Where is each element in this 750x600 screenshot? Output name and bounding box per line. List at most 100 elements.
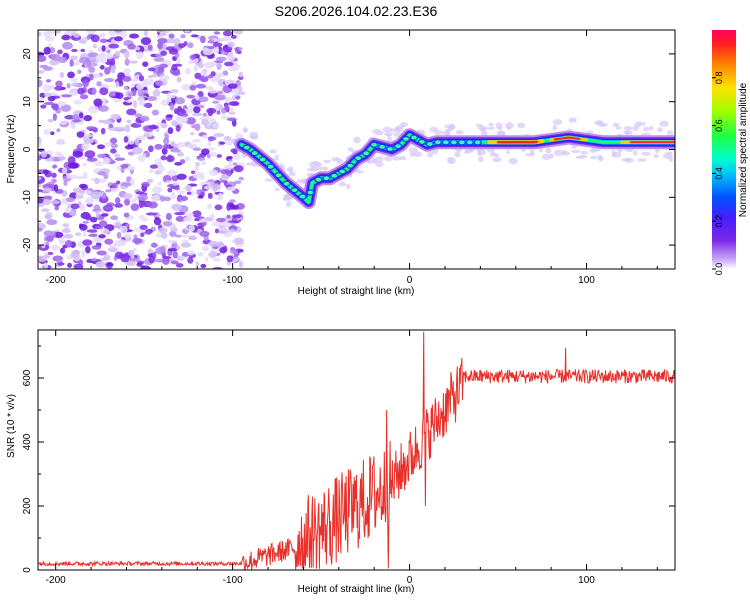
noise-blob	[98, 32, 106, 38]
ridge-blob	[449, 139, 458, 146]
noise-blob	[120, 163, 129, 169]
noise-blob	[140, 217, 149, 222]
noise-blob	[200, 263, 207, 269]
noise-blob	[95, 260, 106, 268]
noise-blob	[52, 113, 57, 121]
noise-blob	[193, 106, 201, 114]
noise-blob	[47, 95, 56, 102]
noise-blob	[212, 266, 223, 269]
noise-blob	[66, 174, 78, 180]
ridge-haze	[308, 161, 318, 168]
noise-blob	[132, 247, 137, 252]
colorbar-axis: 0.0 0.2 0.4 0.6 0.8	[712, 72, 724, 275]
noise-blob	[128, 257, 139, 262]
noise-blob	[120, 182, 132, 187]
noise-blob	[57, 49, 63, 55]
ridge-blob	[393, 143, 403, 150]
y-tick-label: -20	[22, 237, 33, 252]
noise-blob	[167, 92, 172, 100]
ridge-haze	[667, 130, 674, 137]
ridge-haze	[508, 157, 518, 165]
noise-blob	[71, 82, 79, 87]
noise-blob	[208, 169, 219, 177]
noise-blob	[208, 74, 214, 79]
noise-blob	[138, 75, 145, 82]
noise-blob	[72, 187, 84, 193]
noise-blob	[84, 190, 92, 195]
noise-blob	[168, 48, 179, 55]
noise-blob	[159, 245, 166, 254]
noise-blob	[206, 147, 216, 151]
noise-blob	[164, 133, 170, 141]
noise-blob	[153, 57, 165, 62]
ridge-haze	[489, 152, 497, 157]
noise-blob	[232, 205, 239, 210]
noise-blob	[173, 186, 181, 191]
noise-blob	[145, 152, 150, 158]
ridge-haze	[285, 200, 292, 208]
noise-blob	[96, 144, 106, 150]
noise-blob	[62, 41, 73, 50]
noise-blob	[207, 192, 213, 198]
noise-blob	[96, 153, 107, 159]
noise-blob	[218, 78, 227, 87]
ridge-haze	[486, 126, 496, 130]
noise-blob	[167, 248, 178, 252]
ridge-haze	[480, 127, 487, 134]
ridge-haze	[542, 153, 551, 160]
noise-blob	[54, 151, 62, 156]
noise-blob	[159, 31, 165, 38]
noise-blob	[152, 72, 158, 78]
noise-blob	[114, 126, 126, 131]
noise-blob	[128, 60, 139, 64]
noise-blob	[52, 164, 58, 169]
noise-blob	[67, 262, 72, 268]
noise-blob	[160, 232, 168, 239]
noise-blob	[184, 67, 191, 75]
noise-blob	[238, 260, 244, 268]
noise-blob	[177, 141, 185, 148]
ridge-haze	[621, 157, 631, 162]
ridge-blob	[433, 139, 442, 146]
noise-blob	[155, 233, 162, 238]
noise-blob	[189, 235, 198, 241]
noise-blob	[216, 217, 226, 223]
noise-blob	[224, 104, 230, 112]
noise-blob	[54, 206, 59, 211]
ridge-blob	[274, 172, 283, 179]
noise-blob	[143, 102, 153, 108]
noise-blob	[167, 187, 173, 193]
snr-x-axis: -200 -100 0 100	[46, 330, 658, 586]
y-tick-label: 600	[22, 369, 33, 386]
noise-blob	[81, 249, 86, 258]
noise-blob	[208, 240, 219, 247]
noise-blob	[231, 214, 242, 219]
noise-blob	[177, 190, 185, 195]
noise-blob	[157, 181, 163, 186]
noise-blob	[43, 51, 50, 55]
noise-blob	[156, 164, 165, 173]
ridge-blob	[465, 139, 474, 146]
noise-blob	[187, 256, 194, 264]
noise-blob	[135, 51, 144, 60]
noise-blob	[149, 164, 158, 169]
ridge-haze	[400, 122, 409, 127]
noise-blob	[163, 196, 171, 202]
ridge-haze	[488, 122, 494, 127]
noise-blob	[124, 223, 130, 227]
noise-blob	[140, 37, 152, 46]
noise-blob	[43, 101, 55, 106]
ridge-haze	[322, 159, 332, 164]
noise-blob	[89, 216, 98, 223]
noise-blob	[224, 61, 234, 67]
noise-blob	[199, 116, 210, 121]
noise-blob	[38, 96, 45, 103]
noise-blob	[67, 156, 76, 165]
noise-blob	[114, 203, 123, 208]
ridge-blob	[473, 139, 482, 146]
spectrogram-x-axis: -200 -100 0 100	[46, 30, 658, 286]
noise-blob	[219, 141, 226, 145]
noise-blob	[221, 222, 233, 227]
noise-blob	[135, 191, 145, 195]
noise-blob	[70, 89, 78, 97]
